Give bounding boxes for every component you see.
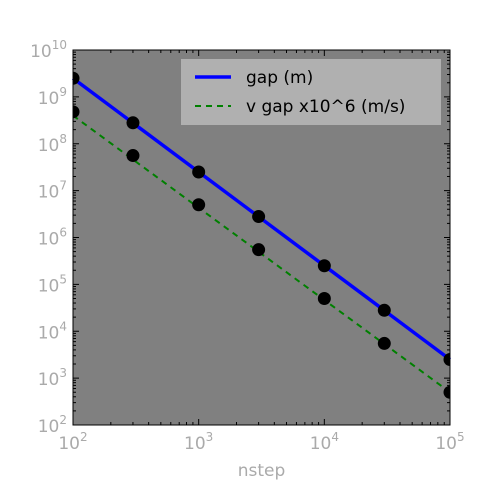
- data-point: [317, 259, 331, 273]
- legend-box: [181, 59, 441, 125]
- data-point: [377, 303, 391, 317]
- data-point: [192, 165, 206, 179]
- legend-label-2: v gap x10^6 (m/s): [246, 97, 405, 117]
- x-tick-label: 103: [184, 430, 213, 454]
- data-point: [252, 210, 266, 224]
- data-point: [126, 149, 140, 163]
- data-point: [126, 116, 140, 130]
- x-tick-label: 102: [58, 430, 87, 454]
- series-markers-2: [73, 105, 450, 399]
- y-tick-label: 107: [38, 179, 67, 203]
- y-tick-label: 105: [38, 272, 67, 296]
- y-tick-label: 106: [38, 226, 67, 250]
- data-point: [443, 385, 450, 399]
- y-tick-label: 103: [38, 366, 67, 390]
- data-point: [377, 336, 391, 350]
- legend: gap (m) v gap x10^6 (m/s): [181, 59, 441, 125]
- data-point: [252, 243, 266, 257]
- data-point: [443, 352, 450, 366]
- tick-labels: 102 103 104 105 102 103 104 105 106 107 108 109 1010: [30, 38, 465, 454]
- y-tick-label: 1010: [30, 38, 67, 62]
- series-markers-1: [73, 71, 450, 366]
- x-tick-label: 105: [435, 430, 464, 454]
- data-point: [73, 71, 80, 85]
- data-point: [192, 198, 206, 212]
- data-point: [73, 105, 80, 119]
- series-layer: [71, 71, 452, 399]
- x-axis-label: nstep: [238, 461, 286, 481]
- y-tick-label: 104: [38, 319, 67, 343]
- legend-label-1: gap (m): [246, 68, 313, 88]
- x-tick-label: 104: [310, 430, 339, 454]
- plot-frame: [72, 49, 451, 426]
- y-tick-label: 108: [38, 132, 67, 156]
- data-point: [317, 291, 331, 305]
- y-tick-label: 102: [38, 413, 67, 437]
- y-tick-label: 109: [38, 85, 67, 109]
